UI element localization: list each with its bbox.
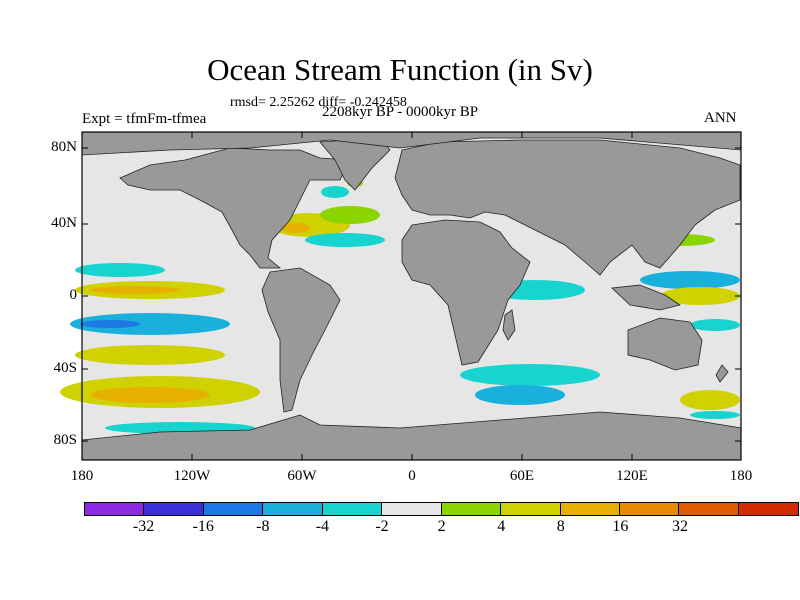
lon-tick-label: 180 <box>729 468 753 484</box>
period-label: 2208kyr BP - 0000kyr BP <box>322 104 479 120</box>
colorbar-label: -16 <box>192 518 214 535</box>
colorbar-label: 16 <box>612 518 629 535</box>
colorbar-label: -32 <box>132 518 155 535</box>
lat-tick-label: 80S <box>53 432 77 448</box>
lon-tick-label: 60E <box>509 468 535 484</box>
lat-tick-label: 80N <box>51 139 77 155</box>
maritime-asia <box>611 284 681 311</box>
colorbar-label: 8 <box>556 518 565 535</box>
colorbar-box <box>501 503 561 515</box>
longitude-ticks <box>81 132 742 460</box>
experiment-label: Expt = tfmFm-tfmea <box>82 111 207 127</box>
lon-tick-label: 120W <box>173 468 211 484</box>
eurasia <box>394 139 741 276</box>
africa <box>401 219 531 366</box>
colorbar-box <box>85 503 145 515</box>
lon-tick-label: 120E <box>616 468 648 484</box>
colorbar-label: 4 <box>497 518 506 535</box>
colorbar-label: -8 <box>256 518 270 535</box>
lat-tick-label: 0 <box>69 287 78 303</box>
colorbar-label: 32 <box>672 518 688 535</box>
colorbar-box <box>679 503 739 515</box>
colorbar-box <box>203 503 264 515</box>
map-title: Ocean Stream Function (in Sv) <box>207 52 593 87</box>
north-america <box>119 147 351 269</box>
season-label: ANN <box>704 110 737 126</box>
colorbar-box <box>560 503 620 515</box>
colorbar-box <box>619 503 680 515</box>
colorbar-label: 2 <box>437 518 446 535</box>
new-zealand <box>715 364 729 383</box>
colorbar-box <box>441 503 502 515</box>
stats-label: rmsd= 2.25262 diff= -0.242458 <box>230 95 407 110</box>
colorbar-box <box>738 503 799 515</box>
lon-tick-label: 180 <box>70 468 94 484</box>
colorbar-label: -4 <box>315 518 330 535</box>
colorbar-box <box>382 503 442 515</box>
lon-tick-label: 60W <box>287 468 317 484</box>
land-masses <box>81 131 742 461</box>
madagascar <box>502 309 516 341</box>
colorbar <box>84 502 800 516</box>
colorbar-box <box>263 503 323 515</box>
australia <box>627 317 703 371</box>
colorbar-box <box>322 503 383 515</box>
colorbar-label: -2 <box>375 518 389 535</box>
south-america <box>261 267 341 413</box>
lon-tick-label: 0 <box>408 468 416 484</box>
lat-tick-label: 40N <box>51 215 77 231</box>
lat-tick-label: 40S <box>53 360 77 376</box>
colorbar-box <box>144 503 204 515</box>
latitude-ticks <box>82 147 741 442</box>
